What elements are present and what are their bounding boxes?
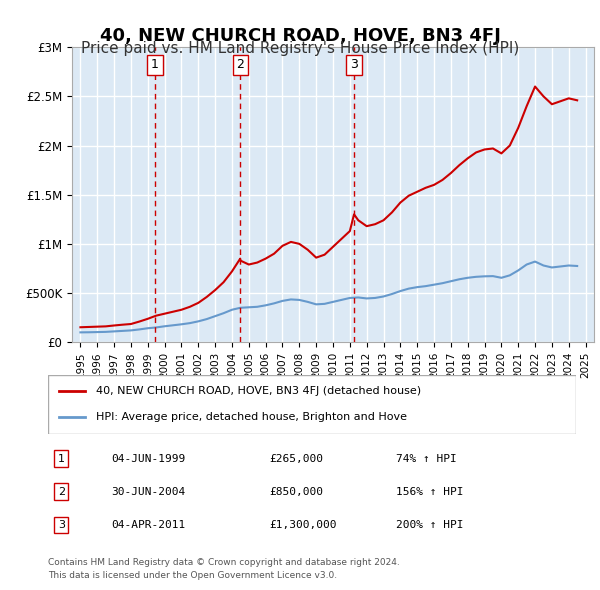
Text: 1: 1: [151, 58, 159, 71]
Text: 2: 2: [236, 58, 244, 71]
Text: 3: 3: [350, 58, 358, 71]
Text: HPI: Average price, detached house, Brighton and Hove: HPI: Average price, detached house, Brig…: [95, 412, 407, 422]
Text: 1: 1: [58, 454, 65, 464]
Text: This data is licensed under the Open Government Licence v3.0.: This data is licensed under the Open Gov…: [48, 571, 337, 580]
Text: 200% ↑ HPI: 200% ↑ HPI: [397, 520, 464, 530]
Text: 04-APR-2011: 04-APR-2011: [112, 520, 185, 530]
Text: 3: 3: [58, 520, 65, 530]
Text: Price paid vs. HM Land Registry's House Price Index (HPI): Price paid vs. HM Land Registry's House …: [81, 41, 519, 56]
Text: 74% ↑ HPI: 74% ↑ HPI: [397, 454, 457, 464]
Text: £265,000: £265,000: [270, 454, 324, 464]
Text: 40, NEW CHURCH ROAD, HOVE, BN3 4FJ (detached house): 40, NEW CHURCH ROAD, HOVE, BN3 4FJ (deta…: [95, 386, 421, 396]
Text: £1,300,000: £1,300,000: [270, 520, 337, 530]
Text: Contains HM Land Registry data © Crown copyright and database right 2024.: Contains HM Land Registry data © Crown c…: [48, 558, 400, 566]
Text: £850,000: £850,000: [270, 487, 324, 497]
Text: 40, NEW CHURCH ROAD, HOVE, BN3 4FJ: 40, NEW CHURCH ROAD, HOVE, BN3 4FJ: [100, 27, 500, 45]
Text: 156% ↑ HPI: 156% ↑ HPI: [397, 487, 464, 497]
Text: 30-JUN-2004: 30-JUN-2004: [112, 487, 185, 497]
Text: 2: 2: [58, 487, 65, 497]
FancyBboxPatch shape: [48, 375, 576, 434]
Text: 04-JUN-1999: 04-JUN-1999: [112, 454, 185, 464]
